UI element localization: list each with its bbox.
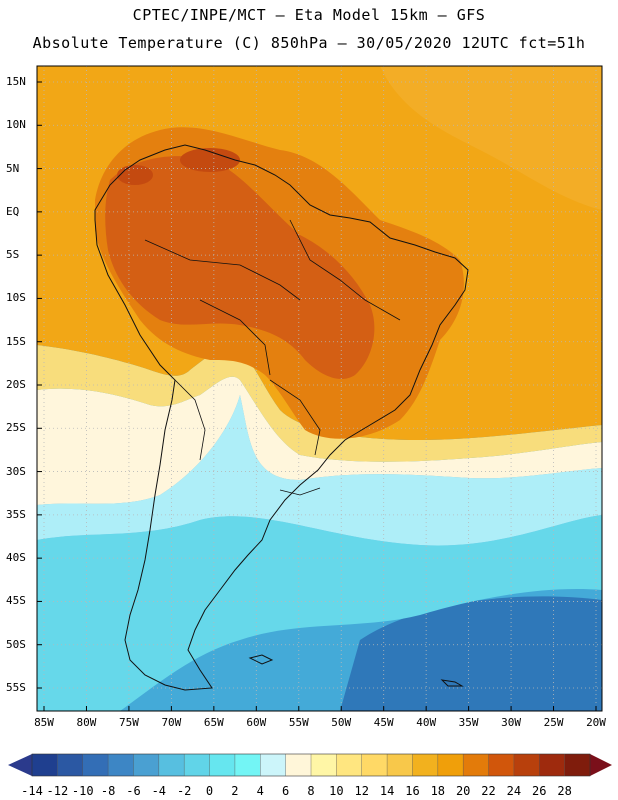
colorbar-swatch [513, 754, 540, 776]
colorbar-swatch [463, 754, 490, 776]
map-frame [36, 65, 603, 712]
colorbar-label: -8 [100, 784, 116, 798]
colorbar-label: 26 [532, 784, 547, 798]
colorbar-min-arrow [8, 754, 32, 776]
lon-label: 60W [246, 716, 267, 729]
lat-label: 50S [6, 637, 26, 651]
lon-label: 85W [34, 716, 54, 729]
colorbar-label: 22 [481, 784, 496, 798]
colorbar-swatch [539, 754, 566, 776]
colorbar-swatch [158, 754, 185, 776]
lat-label: 35S [6, 507, 26, 521]
colorbar-swatch [133, 754, 160, 776]
field-orange-north [380, 66, 602, 210]
lat-label: EQ [6, 204, 20, 218]
colorbar-label: 20 [455, 784, 471, 798]
colorbar-swatch [336, 754, 363, 776]
colorbar-swatch [108, 754, 134, 776]
lon-label: 45W [373, 716, 394, 729]
colorbar-swatch [437, 754, 464, 776]
colorbar-label: 6 [282, 784, 290, 798]
coastline [94, 144, 469, 691]
lat-label: 55S [6, 681, 26, 694]
colorbar-swatch [260, 754, 287, 776]
lat-label: 20S [6, 378, 26, 391]
colorbar-label: -10 [71, 784, 94, 798]
colorbar-swatch [32, 754, 58, 776]
field-cream [37, 376, 602, 505]
field-hotspot-north [180, 148, 240, 172]
colorbar-label: -14 [21, 784, 43, 798]
lat-label: 40S [6, 551, 26, 565]
colorbar-swatch [412, 754, 439, 776]
lon-label: 30W [501, 716, 521, 729]
lon-label: 20W [586, 716, 606, 729]
colorbar-swatch [311, 754, 337, 776]
colorbar-swatch [82, 754, 109, 776]
lon-label: 75W [118, 716, 139, 729]
lon-label: 70W [161, 716, 182, 729]
lon-label: 40W [416, 716, 437, 729]
colorbar-swatch [488, 754, 515, 776]
axis-ticks [37, 81, 597, 711]
colorbar-swatch [57, 754, 84, 776]
colorbar-label: 16 [405, 784, 420, 798]
colorbar-label: 2 [231, 784, 239, 798]
lat-label: 15S [6, 334, 26, 348]
lon-label: 55W [288, 716, 309, 729]
colorbar [8, 753, 612, 777]
colorbar-label: 28 [557, 784, 572, 798]
lat-label: 25S [6, 421, 26, 435]
lon-label: 35W [458, 716, 479, 729]
lat-label: 10S [6, 291, 26, 305]
colorbar-label: 8 [307, 784, 315, 798]
colorbar-swatch [361, 754, 388, 776]
lat-label: 5S [6, 248, 20, 262]
temperature-field [37, 66, 602, 711]
colorbar-max-arrow [590, 754, 612, 776]
colorbar-label: 0 [205, 784, 214, 798]
lat-label: 5N [6, 161, 20, 175]
lat-label: 30S [6, 464, 26, 478]
lon-label: 65W [203, 716, 224, 729]
lat-label: 15N [6, 75, 26, 88]
lat-label: 10N [6, 118, 26, 132]
title-model: CPTEC/INPE/MCT – Eta Model 15km – GFS [132, 6, 486, 24]
field-yellow [37, 345, 602, 462]
title-variable: Absolute Temperature (C) 850hPa – 30/05/… [32, 34, 586, 52]
colorbar-label: -12 [46, 784, 69, 798]
field-light-cyan [37, 395, 602, 546]
colorbar-label: -6 [126, 784, 141, 798]
colorbar-label: -4 [151, 784, 167, 798]
colorbar-swatch [209, 754, 236, 776]
colorbar-label: 18 [430, 784, 446, 798]
colorbar-swatch [184, 754, 211, 776]
field-cyan [37, 515, 602, 711]
colorbar-label: 4 [256, 784, 264, 798]
lat-label: 45S [6, 594, 26, 608]
field-deep-blue [340, 596, 602, 711]
colorbar-label: 24 [506, 784, 522, 798]
colorbar-label: 12 [354, 784, 369, 798]
colorbar-label: -2 [176, 784, 192, 798]
colorbar-label: 14 [379, 784, 395, 798]
colorbar-swatch [564, 754, 591, 776]
colorbar-swatch [387, 754, 413, 776]
colorbar-swatch [234, 754, 261, 776]
lon-label: 50W [331, 716, 352, 729]
lon-label: 80W [76, 716, 97, 729]
field-hot [105, 156, 375, 380]
field-hotspot-venezuela [117, 165, 153, 185]
lon-label: 25W [543, 716, 564, 729]
colorbar-label: 10 [329, 784, 344, 798]
colorbar-swatch [285, 754, 312, 776]
